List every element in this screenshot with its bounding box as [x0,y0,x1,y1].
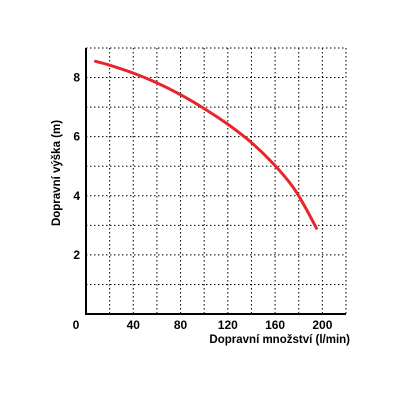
pump-curve-line [93,59,318,230]
y-tick-label: 6 [73,130,80,144]
y-tick-label: 8 [73,71,80,85]
series [93,59,318,230]
y-tick-label: 4 [73,189,80,203]
x-tick-label: 200 [312,318,332,332]
x-tick-label: 0 [73,318,80,332]
x-tick-label: 160 [265,318,285,332]
x-tick-label: 40 [127,318,141,332]
grid [86,47,347,314]
y-axis-title: Dopravní výška (m) [51,120,63,226]
axes [85,48,346,315]
x-axis-title: Dopravní množství (l/min) [209,334,350,346]
x-tick-label: 120 [218,318,238,332]
x-tick-labels: 0 40 80 120 160 200 [73,318,333,332]
y-tick-label: 2 [73,248,80,262]
x-tick-label: 80 [174,318,188,332]
y-tick-labels: 2 4 6 8 [73,71,80,262]
